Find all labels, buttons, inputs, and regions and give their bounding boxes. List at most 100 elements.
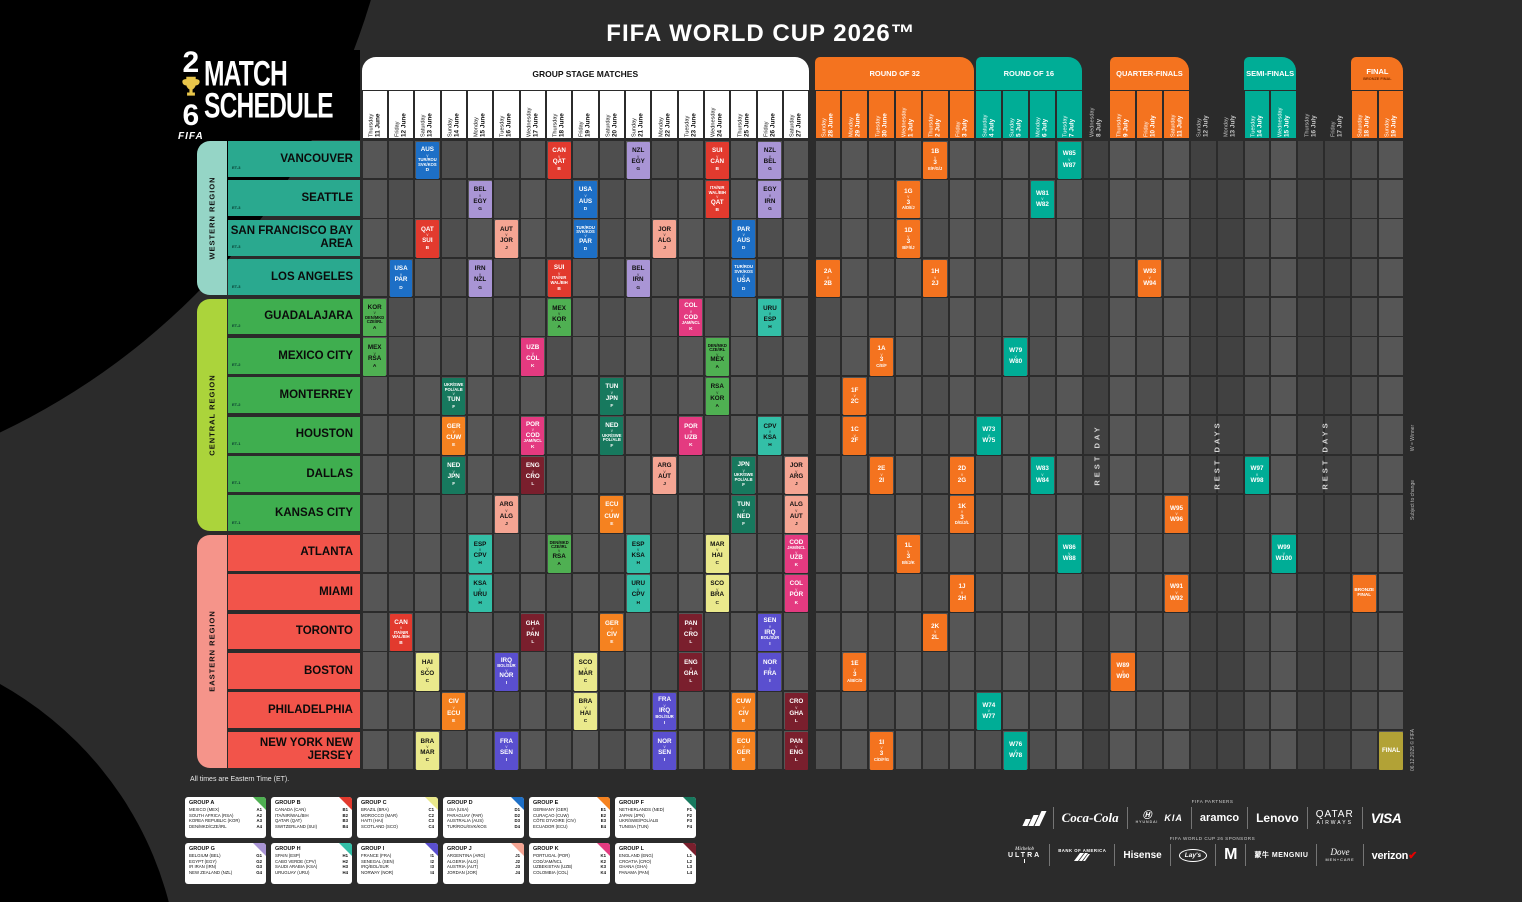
grid-cell bbox=[895, 731, 921, 769]
grid-cell bbox=[546, 613, 572, 651]
match-cell: W99 v W100 bbox=[1272, 535, 1296, 573]
grid-cell bbox=[815, 376, 841, 415]
grid-cell bbox=[1030, 731, 1055, 769]
grid-cell bbox=[1244, 179, 1270, 218]
grid-cell bbox=[1351, 652, 1377, 691]
grid-cell bbox=[546, 691, 572, 730]
grid-cell bbox=[1056, 691, 1082, 730]
grid-cell bbox=[895, 494, 921, 533]
match-cell: W89 v W90 bbox=[1111, 653, 1135, 691]
date-header: Saturday 18 July bbox=[1351, 91, 1377, 138]
grid-cell bbox=[1137, 652, 1163, 691]
logo-divider bbox=[1049, 844, 1051, 866]
grid-cell bbox=[1244, 258, 1270, 297]
match-cell: PAN v ENG L bbox=[784, 732, 808, 770]
grid-cell bbox=[869, 494, 894, 533]
grid-cell bbox=[976, 613, 1002, 651]
grid-cell bbox=[1271, 219, 1297, 257]
grid-cell bbox=[1190, 179, 1216, 218]
grid-cell bbox=[415, 494, 440, 533]
grid-cell bbox=[1056, 298, 1082, 336]
legend-card-group-a: GROUP A MEXICO (MEX) A1 SOUTH AFRICA (RSA) A… bbox=[185, 797, 266, 838]
match-cell: 1F v 2C bbox=[843, 377, 867, 416]
grid-cell bbox=[520, 534, 545, 572]
grid-cell bbox=[1164, 455, 1189, 494]
stage-band-quarter-finals: QUARTER-FINALS bbox=[1109, 57, 1189, 90]
date-header: Monday 22 June bbox=[652, 91, 677, 138]
grid-cell bbox=[922, 573, 948, 612]
fifa-wc26-logo: 2 6 FIFA MATCH SCHEDULE bbox=[178, 46, 360, 143]
grid-cell bbox=[1351, 140, 1377, 179]
grid-cell bbox=[705, 494, 730, 533]
logo-divider bbox=[1126, 807, 1128, 829]
stage-band-semi-finals: SEMI-FINALS bbox=[1244, 57, 1297, 90]
grid-cell bbox=[494, 298, 519, 336]
grid-cell bbox=[705, 652, 730, 691]
grid-cell bbox=[1110, 337, 1136, 376]
grid-cell bbox=[546, 416, 572, 454]
hisense-logo: Hisense bbox=[1123, 849, 1162, 861]
match-cell: NED v UKR/SWE POL/ALB F bbox=[600, 417, 624, 455]
grid-cell bbox=[922, 337, 948, 376]
grid-cell bbox=[652, 494, 677, 533]
date-header: Sunday 14 June bbox=[441, 91, 466, 138]
grid-cell bbox=[731, 613, 756, 651]
grid-cell bbox=[546, 455, 572, 494]
match-cell: 1K v 3 D/G/J/L bbox=[950, 495, 974, 534]
grid-cell bbox=[1164, 534, 1189, 572]
partners-logo-row: Coca-Cola Ⓗ HYUNDAI KIA aramco Lenovo QATAR AIR… bbox=[955, 807, 1470, 829]
timezone-note: All times are Eastern Time (ET). bbox=[190, 776, 290, 783]
grid-cell bbox=[1137, 298, 1163, 336]
grid-cell bbox=[1164, 337, 1189, 376]
match-cell: HAI v SCO C bbox=[415, 653, 439, 691]
grid-cell bbox=[1217, 455, 1243, 494]
match-cell: W79 v W80 bbox=[1003, 338, 1028, 376]
grid-cell bbox=[1056, 337, 1082, 376]
match-cell: QAT v SUI B bbox=[415, 220, 439, 258]
grid-cell bbox=[842, 337, 868, 376]
grid-cell bbox=[652, 258, 677, 297]
visa-logo: VISA bbox=[1370, 810, 1402, 826]
grid-cell bbox=[573, 494, 598, 533]
grid-cell bbox=[441, 258, 466, 297]
grid-cell bbox=[976, 258, 1002, 297]
grid-cell bbox=[1030, 573, 1055, 612]
match-cell: CRO v GHA L bbox=[784, 692, 808, 731]
grid-cell bbox=[842, 179, 868, 218]
grid-cell bbox=[415, 179, 440, 218]
match-cell: 1L v 3 B/I/J/K bbox=[896, 535, 921, 573]
match-cell: FINAL bbox=[1379, 732, 1403, 770]
date-header: Tuesday 23 June bbox=[678, 91, 704, 138]
grid-cell bbox=[1110, 140, 1136, 179]
logo-26-emblem: 2 6 FIFA bbox=[178, 46, 204, 143]
grid-cell bbox=[573, 258, 598, 297]
grid-cell bbox=[1378, 573, 1404, 612]
group-color-corner bbox=[425, 843, 438, 856]
grid-cell bbox=[520, 573, 545, 612]
match-cell: SCO v MAR C bbox=[574, 653, 597, 691]
match-cell: 1B v 3 E/F/G/J bbox=[923, 141, 947, 179]
match-cell: CAN v ITA/NIR WAL/BIH B bbox=[389, 614, 413, 652]
match-cell: 2A v 2B bbox=[816, 259, 840, 298]
grid-cell bbox=[1298, 455, 1324, 494]
grid-cell bbox=[1271, 258, 1297, 297]
grid-cell bbox=[1110, 731, 1136, 769]
legend-card-group-e: GROUP E GERMANY (GER) E1 CURAÇAO (CUW) E2 CÔT… bbox=[529, 797, 610, 838]
match-cell: COL v COD JAM/NCL K bbox=[679, 299, 703, 337]
match-cell: JOR v ALG J bbox=[653, 220, 677, 258]
grid-cell bbox=[922, 652, 948, 691]
date-header: Friday 19 June bbox=[573, 91, 598, 138]
grid-cell bbox=[1271, 337, 1297, 376]
match-cell: W93 v W94 bbox=[1138, 259, 1162, 298]
grid-cell bbox=[1164, 376, 1189, 415]
grid-cell bbox=[1217, 731, 1243, 769]
grid-cell bbox=[599, 298, 625, 336]
grid-cell bbox=[895, 455, 921, 494]
grid-cell bbox=[1056, 494, 1082, 533]
grid-cell bbox=[815, 731, 841, 769]
grid-cell bbox=[626, 613, 651, 651]
grid-cell bbox=[573, 455, 598, 494]
grid-cell bbox=[949, 219, 975, 257]
match-cell: KSA v URU H bbox=[468, 574, 492, 613]
match-cell: JPN v UKR/SWE POL/ALB F bbox=[732, 456, 756, 494]
